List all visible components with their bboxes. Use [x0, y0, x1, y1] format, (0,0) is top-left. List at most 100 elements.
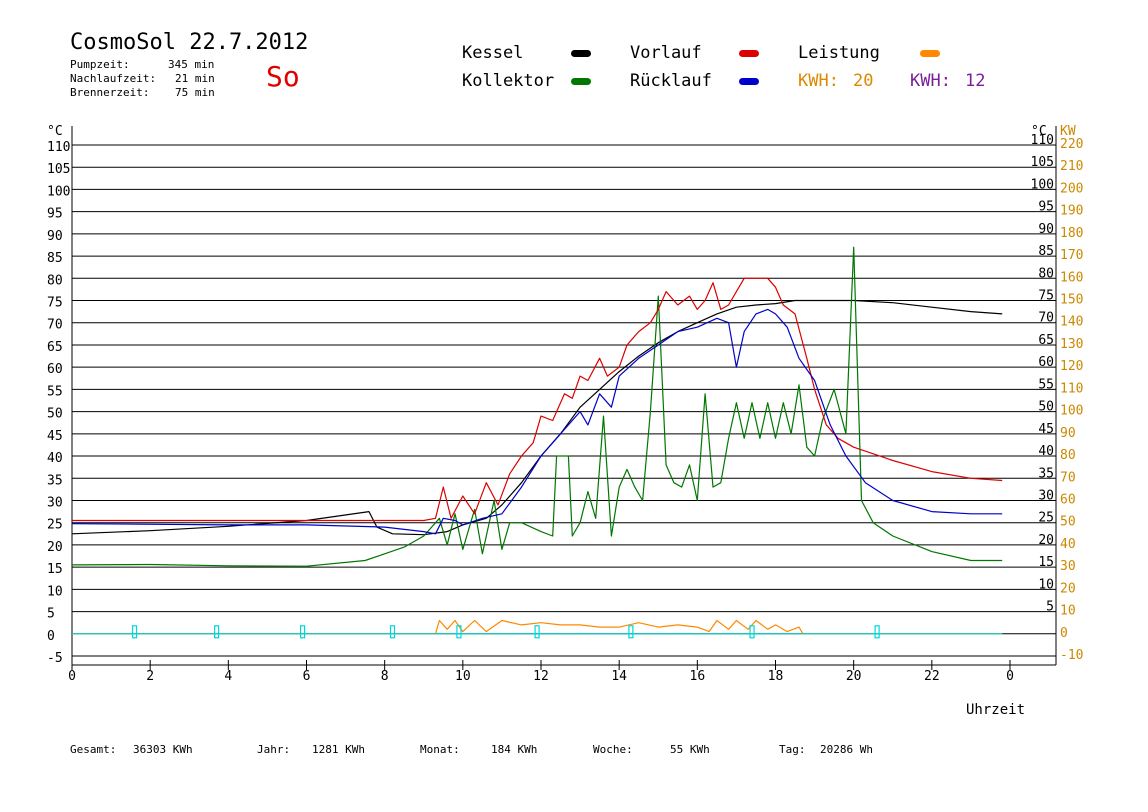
grid-lines	[72, 144, 1056, 657]
y-tick-label-right: 100	[1031, 177, 1054, 192]
series-lines	[71, 246, 1003, 639]
footer-woche-value: 55 KWh	[670, 743, 710, 756]
y-tick-label-right: 110	[1031, 133, 1054, 148]
y-tick-label-right: 90	[1038, 222, 1054, 237]
y-tick-label: 90	[47, 229, 63, 244]
y-tick-label: 75	[47, 296, 63, 311]
y-tick-label-right: 70	[1038, 311, 1054, 326]
y-tick-label: 80	[47, 273, 63, 288]
y-tick-label: 45	[47, 429, 63, 444]
pump-marker	[456, 625, 462, 639]
y-tick-label-right: 60	[1038, 355, 1054, 370]
axes	[71, 126, 1057, 670]
legend-leistung-label: Leistung	[798, 43, 880, 63]
kw-tick-label: 190	[1060, 204, 1083, 219]
pumpzeit-label: Pumpzeit:	[70, 58, 130, 71]
footer-monat-label: Monat:	[420, 743, 460, 756]
x-tick-label: 12	[533, 669, 549, 684]
y-tick-label: 55	[47, 384, 63, 399]
kw-tick-label: 200	[1060, 181, 1083, 196]
x-tick-label: 14	[611, 669, 627, 684]
footer-woche-label: Woche:	[593, 743, 633, 756]
y-tick-label-right: 55	[1038, 377, 1054, 392]
kw-tick-label: 30	[1060, 559, 1076, 574]
legend-vorlauf-swatch	[739, 50, 759, 57]
series-line-leistung	[72, 619, 1003, 635]
x-axis-label: Uhrzeit	[966, 702, 1025, 718]
y-tick-label: 20	[47, 540, 63, 555]
kw-tick-label: 100	[1060, 404, 1083, 419]
y-tick-label: 95	[47, 207, 63, 222]
kw-tick-label: 220	[1060, 137, 1083, 152]
y-tick-label-right: 15	[1038, 555, 1054, 570]
brennerzeit-label: Brennerzeit:	[70, 86, 150, 99]
y-tick-label: 100	[47, 184, 70, 199]
y-tick-label-right: 45	[1038, 422, 1054, 437]
legend-kwh-solar-label: KWH:	[798, 71, 839, 91]
y-tick-label-right: 80	[1038, 266, 1054, 281]
x-tick-label: 20	[846, 669, 862, 684]
footer-jahr-value: 1281 KWh	[312, 743, 365, 756]
x-tick-label: 6	[303, 669, 311, 684]
kw-tick-label: 160	[1060, 270, 1083, 285]
footer-gesamt-label: Gesamt:	[70, 743, 117, 756]
x-tick-label: 8	[381, 669, 389, 684]
pump-marker	[214, 625, 220, 639]
kw-tick-label: 130	[1060, 337, 1083, 352]
y-tick-label-right: 20	[1038, 533, 1054, 548]
legend-ruecklauf-label: Rücklauf	[630, 71, 712, 91]
y-tick-label-right: 65	[1038, 333, 1054, 348]
series-line-kollektor	[71, 246, 1003, 567]
y-tick-label-right: 105	[1031, 155, 1054, 170]
kw-tick-label: 170	[1060, 248, 1083, 263]
weekday-label: So	[266, 60, 300, 93]
legend-kollektor-swatch	[571, 78, 591, 85]
kw-tick-label: 20	[1060, 581, 1076, 596]
x-tick-label: 10	[455, 669, 471, 684]
y-tick-label: 65	[47, 340, 63, 355]
brennerzeit-value: 75 min	[175, 86, 215, 99]
y-tick-label-right: 30	[1038, 488, 1054, 503]
kw-tick-label: 40	[1060, 537, 1076, 552]
pump-marker	[299, 625, 306, 639]
legend-kessel-label: Kessel	[462, 43, 524, 63]
y-axis-unit-right: °C	[1031, 124, 1047, 139]
footer-tag-value: 20286 Wh	[820, 743, 873, 756]
kw-tick-label: 80	[1060, 448, 1076, 463]
y-axis-unit-kw: KW	[1060, 124, 1076, 139]
pump-marker	[389, 625, 396, 639]
legend-kessel-swatch	[571, 50, 591, 57]
pump-marker	[874, 625, 880, 639]
series-line-vorlauf	[72, 277, 1003, 522]
legend-kwh-solar-value: 20	[853, 71, 874, 91]
tick-labels: -505101520253035404550556065707580859095…	[47, 133, 1083, 684]
y-tick-label-right: 35	[1038, 466, 1054, 481]
y-tick-label: 0	[47, 629, 55, 644]
kw-tick-label: 90	[1060, 426, 1076, 441]
series-line-kessel	[71, 299, 1003, 536]
pump-marker	[534, 625, 540, 639]
nachlaufzeit-value: 21 min	[175, 72, 215, 85]
kw-tick-label: 0	[1060, 626, 1068, 641]
kw-tick-label: 180	[1060, 226, 1083, 241]
legend-kwh-second-value: 12	[965, 71, 986, 91]
y-axis-unit-left: °C	[47, 124, 63, 139]
y-tick-label: 30	[47, 495, 63, 510]
kw-tick-label: 50	[1060, 515, 1076, 530]
pump-marker	[131, 625, 138, 639]
x-tick-label: 4	[224, 669, 232, 684]
legend-leistung-swatch	[920, 50, 940, 57]
kw-tick-label: -10	[1060, 648, 1083, 663]
y-tick-label: 25	[47, 518, 63, 533]
y-tick-label: 40	[47, 451, 63, 466]
y-tick-label: 110	[47, 140, 70, 155]
y-tick-label: 5	[47, 607, 55, 622]
y-tick-label: 50	[47, 407, 63, 422]
legend-ruecklauf-swatch	[739, 78, 759, 85]
legend-kwh-second-label: KWH:	[910, 71, 951, 91]
legend-vorlauf-label: Vorlauf	[630, 43, 702, 63]
y-tick-label-right: 85	[1038, 244, 1054, 259]
x-tick-label: 22	[924, 669, 940, 684]
footer-gesamt-value: 36303 KWh	[133, 743, 193, 756]
